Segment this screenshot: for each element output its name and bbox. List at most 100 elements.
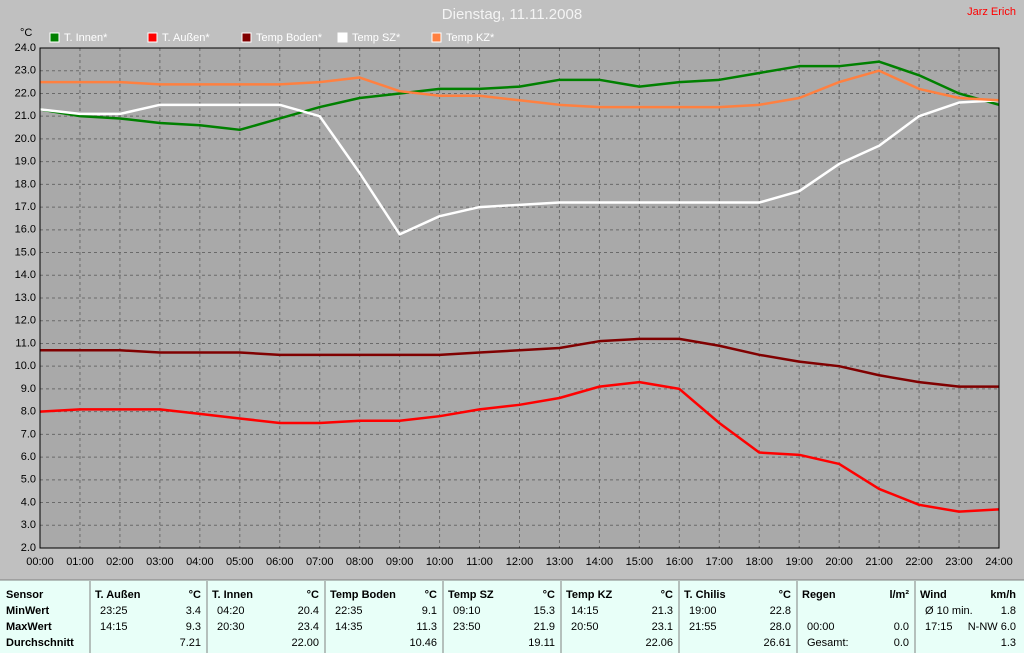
cell-value: 15.3 — [534, 605, 555, 617]
x-tick-label: 16:00 — [666, 556, 694, 568]
x-tick-label: 10:00 — [426, 556, 454, 568]
x-tick-label: 01:00 — [66, 556, 94, 568]
cell-time: 14:35 — [335, 621, 363, 633]
legend-swatch — [337, 32, 348, 43]
y-tick-label: 16.0 — [15, 224, 36, 236]
x-tick-label: 20:00 — [825, 556, 853, 568]
x-tick-label: 24:00 — [985, 556, 1013, 568]
series-line — [40, 337, 999, 388]
cell-value: 1.3 — [1001, 637, 1016, 649]
x-tick-label: 18:00 — [745, 556, 773, 568]
cell-time: 20:30 — [217, 621, 245, 633]
legend-swatch — [241, 32, 252, 43]
x-tick-label: 23:00 — [945, 556, 973, 568]
column-header: Wind — [920, 589, 947, 601]
x-tick-label: 07:00 — [306, 556, 334, 568]
cell-value: 22.06 — [645, 637, 673, 649]
y-axis-label: °C — [20, 27, 32, 39]
table-corner: Sensor — [6, 589, 44, 601]
cell-value: 0.0 — [894, 637, 909, 649]
cell-time: 22:35 — [335, 605, 363, 617]
y-tick-label: 3.0 — [21, 519, 36, 531]
y-tick-label: 4.0 — [21, 496, 36, 508]
cell-time: 23:25 — [100, 605, 128, 617]
x-tick-label: 13:00 — [546, 556, 574, 568]
cell-time: 14:15 — [100, 621, 128, 633]
column-header: T. Innen — [212, 589, 253, 601]
column-unit: °C — [779, 589, 791, 601]
x-tick-label: 17:00 — [706, 556, 734, 568]
legend-label: T. Außen* — [162, 32, 210, 44]
legend-swatch — [147, 32, 158, 43]
y-tick-label: 5.0 — [21, 474, 36, 486]
column-unit: °C — [543, 589, 555, 601]
y-tick-label: 9.0 — [21, 383, 36, 395]
cell-value: 20.4 — [298, 605, 319, 617]
y-tick-label: 20.0 — [15, 133, 36, 145]
x-tick-label: 15:00 — [626, 556, 654, 568]
column-unit: °C — [189, 589, 201, 601]
y-tick-label: 7.0 — [21, 428, 36, 440]
legend-swatch — [49, 32, 60, 43]
table-background — [0, 580, 1024, 653]
cell-value: 9.3 — [186, 621, 201, 633]
x-tick-label: 03:00 — [146, 556, 174, 568]
y-tick-label: 10.0 — [15, 360, 36, 372]
cell-value: 1.8 — [1001, 605, 1016, 617]
plot-frame — [39, 47, 1000, 549]
cell-time: 23:50 — [453, 621, 481, 633]
legend-swatch — [431, 32, 442, 43]
y-tick-label: 11.0 — [15, 337, 36, 349]
y-tick-label: 14.0 — [15, 269, 36, 281]
y-tick-label: 13.0 — [15, 292, 36, 304]
row-label: Durchschnitt — [6, 637, 74, 649]
column-unit: °C — [307, 589, 319, 601]
x-tick-label: 02:00 — [106, 556, 134, 568]
cell-time: 00:00 — [807, 621, 835, 633]
cell-value: 11.3 — [416, 621, 437, 633]
cell-value: 7.21 — [180, 637, 201, 649]
cell-value: 22.00 — [291, 637, 319, 649]
y-tick-label: 12.0 — [15, 315, 36, 327]
y-tick-label: 22.0 — [15, 87, 36, 99]
x-tick-label: 11:00 — [466, 556, 493, 568]
x-tick-label: 12:00 — [506, 556, 534, 568]
cell-value: 23.4 — [298, 621, 319, 633]
cell-time: 09:10 — [453, 605, 481, 617]
x-tick-label: 06:00 — [266, 556, 294, 568]
cell-value: 22.8 — [770, 605, 791, 617]
x-tick-label: 05:00 — [226, 556, 254, 568]
y-tick-label: 8.0 — [21, 406, 36, 418]
legend-label: T. Innen* — [64, 32, 108, 44]
cell-value: 21.9 — [534, 621, 555, 633]
cell-time: 20:50 — [571, 621, 599, 633]
legend-label: Temp Boden* — [256, 32, 323, 44]
x-tick-label: 22:00 — [905, 556, 933, 568]
y-tick-label: 19.0 — [15, 156, 36, 168]
column-header: Regen — [802, 589, 836, 601]
cell-time: 04:20 — [217, 605, 245, 617]
cell-value: N-NW 6.0 — [968, 621, 1016, 633]
column-header: Temp Boden — [330, 589, 396, 601]
x-tick-label: 09:00 — [386, 556, 414, 568]
chart-title: Dienstag, 11.11.2008 — [442, 6, 582, 23]
cell-time: 17:15 — [925, 621, 953, 633]
column-unit: l/m² — [889, 589, 909, 601]
column-unit: °C — [661, 589, 673, 601]
x-tick-label: 21:00 — [865, 556, 893, 568]
cell-time: 21:55 — [689, 621, 717, 633]
cell-time: 19:00 — [689, 605, 717, 617]
x-tick-label: 04:00 — [186, 556, 214, 568]
column-header: T. Chilis — [684, 589, 726, 601]
cell-value: 23.1 — [652, 621, 673, 633]
cell-time: Ø 10 min. — [925, 605, 973, 617]
y-tick-label: 21.0 — [15, 110, 36, 122]
column-header: Temp SZ — [448, 589, 494, 601]
cell-value: 3.4 — [186, 605, 201, 617]
x-tick-label: 00:00 — [26, 556, 54, 568]
y-tick-label: 6.0 — [21, 451, 36, 463]
legend-label: Temp SZ* — [352, 32, 401, 44]
column-header: Temp KZ — [566, 589, 613, 601]
row-label: MaxWert — [6, 621, 52, 633]
